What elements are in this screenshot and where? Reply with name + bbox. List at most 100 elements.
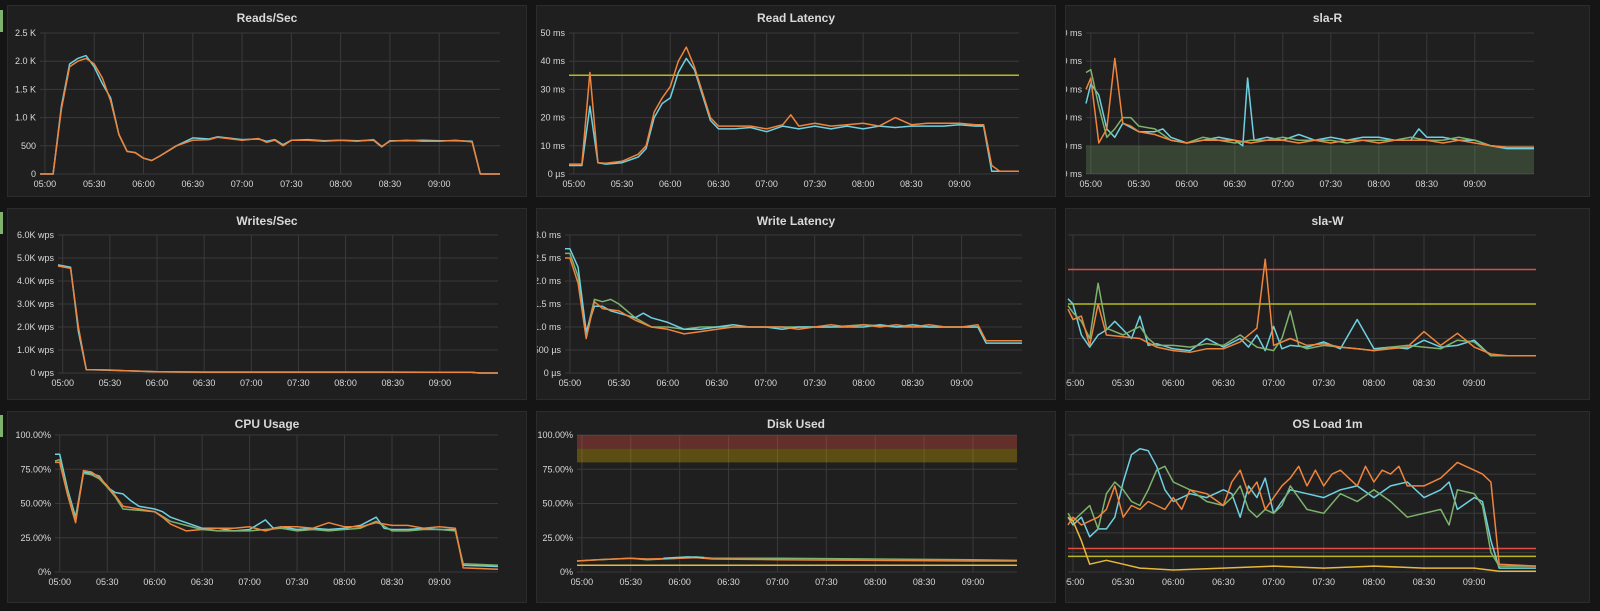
- x-tick-label: 05:30: [611, 179, 634, 189]
- y-tick-label: 0 µs: [544, 368, 562, 378]
- panel-read-latency[interactable]: Read Latency 0 µs 10 ms 20 ms 30 ms 40 ms 50 …: [536, 5, 1056, 197]
- x-tick-label: 06:30: [1212, 577, 1235, 587]
- chart-read-latency: 0 µs 10 ms 20 ms 30 ms 40 ms 50 ms 05:00 05:30 0…: [540, 28, 1019, 189]
- y-tick-label: 2.5 K: [15, 28, 36, 38]
- x-tick-label: 08:30: [381, 577, 404, 587]
- y-tick-label: 500 µs: [537, 345, 561, 355]
- y-tick-label: 0 ms: [1066, 169, 1082, 179]
- panel-os-load-1m[interactable]: OS Load 1m 0510152025303505:0005:3006:00…: [1065, 411, 1590, 603]
- x-tick-label: 05:30: [1112, 378, 1135, 388]
- y-tick-label: 500: [21, 141, 36, 151]
- y-tick-label: 75.00%: [542, 464, 573, 474]
- panel-title[interactable]: Write Latency: [756, 214, 836, 228]
- y-tick-label: 4.0 ms: [1066, 56, 1082, 66]
- x-tick-label: 06:00: [143, 577, 166, 587]
- x-tick-label: 08:00: [334, 378, 357, 388]
- panel-disk-used[interactable]: Disk Used 0% 25.00% 50.00% 75.00% 100.00% 05:…: [536, 411, 1056, 603]
- panel-title[interactable]: Disk Used: [766, 417, 826, 431]
- series-line: [565, 257, 1022, 342]
- y-tick-label: 75.00%: [20, 464, 51, 474]
- x-tick-label: 06:30: [1212, 378, 1235, 388]
- x-tick-label: 05:00: [1066, 577, 1084, 587]
- x-tick-label: 09:00: [1464, 179, 1487, 189]
- y-tick-label: 25.00%: [542, 533, 573, 543]
- chart-writes-sec: 0 wps 1.0K wps 2.0K wps 3.0K wps 4.0K wps 5.0…: [17, 230, 498, 388]
- x-tick-label: 06:00: [132, 179, 155, 189]
- y-tick-label: 100.00%: [537, 430, 573, 440]
- panel-title[interactable]: CPU Usage: [234, 417, 300, 431]
- x-tick-label: 07:30: [815, 577, 838, 587]
- y-tick-label: 50.00%: [20, 499, 51, 509]
- series-line: [1085, 68, 1534, 148]
- x-tick-label: 05:00: [1080, 179, 1103, 189]
- x-tick-label: 09:00: [428, 577, 451, 587]
- y-tick-label: 1.5 K: [15, 84, 36, 94]
- x-tick-label: 08:00: [333, 577, 356, 587]
- y-tick-label: 50.00%: [542, 499, 573, 509]
- panel-title[interactable]: sla-W: [1311, 214, 1344, 228]
- x-tick-label: 07:30: [287, 378, 310, 388]
- x-tick-label: 09:00: [428, 179, 451, 189]
- panel-title[interactable]: Read Latency: [756, 11, 836, 25]
- y-tick-label: 6.0K wps: [17, 230, 55, 240]
- y-tick-label: 0%: [560, 567, 573, 577]
- chart-write-latency: 0 µs 500 µs 1.0 ms 1.5 ms 2.0 ms 2.5 ms 3.0 ms…: [537, 230, 1022, 388]
- x-tick-label: 08:00: [852, 179, 875, 189]
- x-tick-label: 07:30: [1312, 378, 1335, 388]
- x-tick-label: 05:30: [83, 179, 106, 189]
- y-tick-label: 1.0 ms: [1066, 141, 1082, 151]
- y-tick-label: 3.0K wps: [17, 299, 55, 309]
- series-line: [663, 556, 705, 560]
- x-tick-label: 05:00: [51, 378, 74, 388]
- x-tick-label: 05:30: [620, 577, 643, 587]
- y-tick-label: 3.0 ms: [1066, 84, 1082, 94]
- chart-os-load-1m: 0510152025303505:0005:3006:0006:3007:000…: [1066, 434, 1537, 587]
- x-tick-label: 07:30: [803, 378, 826, 388]
- x-tick-label: 08:30: [1413, 378, 1436, 388]
- panel-cpu-usage[interactable]: CPU Usage 0% 25.00% 50.00% 75.00% 100.00% 05:…: [7, 411, 527, 603]
- panel-title[interactable]: sla-R: [1312, 11, 1343, 25]
- x-tick-label: 05:30: [608, 378, 631, 388]
- x-tick-label: 06:00: [657, 378, 680, 388]
- row-marker-3: [0, 415, 3, 437]
- y-tick-label: 2.0 ms: [537, 276, 561, 286]
- series-line: [1067, 298, 1536, 357]
- y-tick-label: 1.5 ms: [537, 299, 561, 309]
- panel-title[interactable]: OS Load 1m: [1292, 417, 1363, 431]
- panel-reads-sec[interactable]: Reads/Sec 0 500 1.0 K 1.5 K 2.0 K 2.5 K 05:00 0…: [7, 5, 527, 197]
- panel-sla-w[interactable]: sla-W 0246805:0005:3006:0006:3007:0007:3…: [1065, 208, 1590, 400]
- x-tick-label: 07:00: [1262, 577, 1285, 587]
- x-tick-label: 06:30: [1224, 179, 1247, 189]
- series-line: [1085, 57, 1534, 148]
- y-tick-label: 1.0K wps: [17, 345, 55, 355]
- y-tick-label: 2.0 ms: [1066, 113, 1082, 123]
- x-tick-label: 05:00: [563, 179, 586, 189]
- chart-sla-r: 0 ms 1.0 ms 2.0 ms 3.0 ms 4.0 ms 5.0 ms 05:00 0…: [1066, 28, 1534, 189]
- x-tick-label: 09:00: [429, 378, 452, 388]
- panel-title[interactable]: Writes/Sec: [236, 214, 298, 228]
- x-tick-label: 05:30: [1112, 577, 1135, 587]
- panel-write-latency[interactable]: Write Latency 0 µs 500 µs 1.0 ms 1.5 ms 2.0 …: [536, 208, 1056, 400]
- series-line: [1067, 461, 1537, 567]
- series-line: [1067, 516, 1536, 572]
- x-tick-label: 06:30: [182, 179, 205, 189]
- panel-writes-sec[interactable]: Writes/Sec 0 wps 1.0K wps 2.0K wps 3.0K wps…: [7, 208, 527, 400]
- y-tick-label: 0 µs: [548, 169, 566, 179]
- series-line: [55, 461, 499, 571]
- x-tick-label: 08:00: [852, 378, 875, 388]
- chart-sla-w: 0246805:0005:3006:0006:3007:0007:3008:00…: [1066, 234, 1536, 388]
- x-tick-label: 08:00: [329, 179, 352, 189]
- y-tick-label: 0: [31, 169, 36, 179]
- series-line: [565, 252, 1022, 342]
- series-line: [1067, 447, 1536, 569]
- panel-sla-r[interactable]: sla-R 0 ms 1.0 ms 2.0 ms 3.0 ms 4.0 ms 5.0 ms…: [1065, 5, 1590, 197]
- x-tick-label: 07:30: [286, 577, 309, 587]
- threshold-band: [577, 448, 1017, 463]
- x-tick-label: 06:30: [191, 577, 214, 587]
- x-tick-label: 07:30: [1312, 577, 1335, 587]
- y-tick-label: 5.0 ms: [1066, 28, 1082, 38]
- panel-title[interactable]: Reads/Sec: [236, 11, 298, 25]
- x-tick-label: 06:00: [1162, 378, 1185, 388]
- area-fill: [1086, 145, 1534, 174]
- series-line: [57, 265, 498, 374]
